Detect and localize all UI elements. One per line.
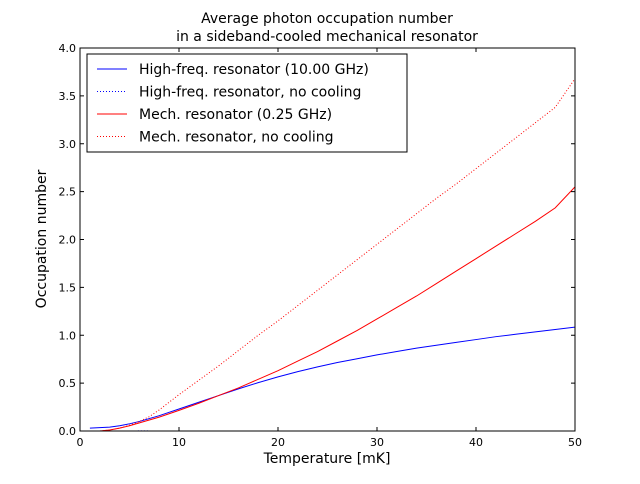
- x-axis-label: Temperature [mK]: [263, 451, 391, 467]
- x-tick-label: 50: [568, 436, 582, 449]
- x-tick-label: 30: [370, 436, 384, 449]
- x-tick-label: 0: [77, 436, 84, 449]
- y-tick-label: 1.5: [59, 281, 77, 294]
- legend: High-freq. resonator (10.00 GHz) High-fre…: [87, 54, 407, 152]
- y-tick-label: 3.5: [59, 90, 77, 103]
- chart-title-line-2: in a sideband-cooled mechanical resonato…: [176, 29, 478, 45]
- y-axis-label: Occupation number: [34, 169, 50, 308]
- y-tick-label: 4.0: [59, 42, 77, 55]
- y-tick-label: 3.0: [59, 138, 77, 151]
- chart-title-line-1: Average photon occupation number: [201, 11, 453, 27]
- legend-label-4: Mech. resonator, no cooling: [139, 130, 334, 146]
- y-tick-label: 0.5: [59, 377, 77, 390]
- legend-label-3: Mech. resonator (0.25 GHz): [139, 107, 332, 123]
- y-tick-label: 0.0: [59, 425, 77, 438]
- y-tick-label: 1.0: [59, 329, 77, 342]
- x-tick-label: 40: [469, 436, 483, 449]
- y-tick-label: 2.5: [59, 186, 77, 199]
- y-tick-label: 2.0: [59, 234, 77, 247]
- x-tick-label: 10: [172, 436, 186, 449]
- legend-label-2: High-freq. resonator, no cooling: [139, 85, 361, 101]
- legend-label-1: High-freq. resonator (10.00 GHz): [139, 62, 369, 78]
- x-tick-label: 20: [271, 436, 285, 449]
